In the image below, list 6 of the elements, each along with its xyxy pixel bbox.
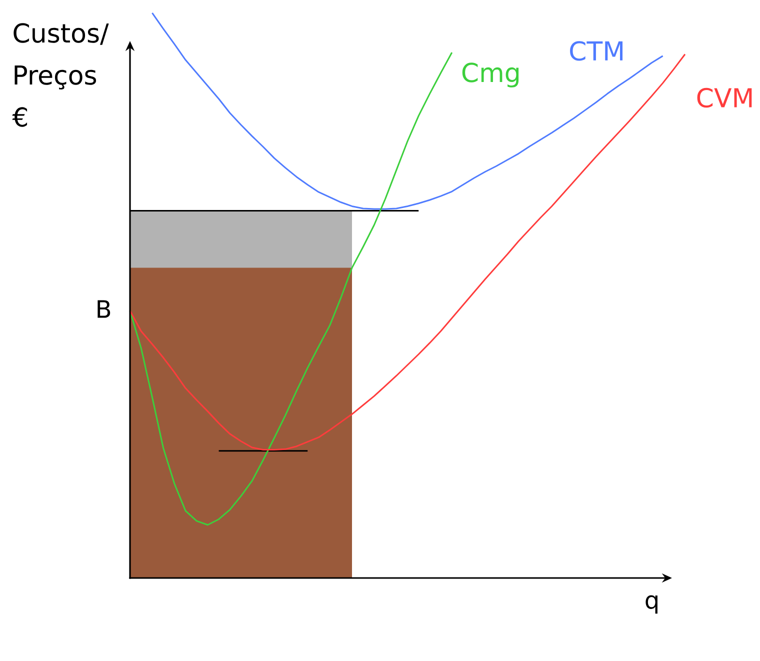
x-axis-title: q xyxy=(646,595,658,614)
text: B xyxy=(98,300,110,318)
y-axis-title: Custos/ Preços € xyxy=(12,23,109,127)
series-label: CTM xyxy=(570,41,623,61)
series-label: Cmg xyxy=(462,62,519,88)
series-label: CVM xyxy=(697,88,752,108)
